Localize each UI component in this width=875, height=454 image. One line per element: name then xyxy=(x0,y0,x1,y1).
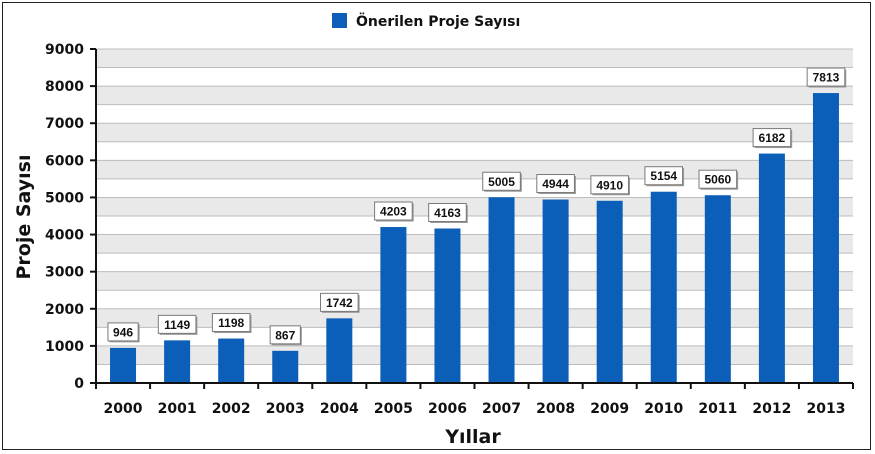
bar xyxy=(542,199,569,383)
data-label: 1198 xyxy=(218,316,244,330)
y-tick-label: 1000 xyxy=(45,339,84,355)
data-label-box xyxy=(590,175,629,195)
bar xyxy=(650,191,677,383)
background-band xyxy=(96,271,853,291)
bar xyxy=(434,228,461,383)
data-label-box xyxy=(482,171,521,191)
data-label-box xyxy=(211,313,251,333)
data-label-box xyxy=(374,201,413,221)
data-labels: 946 1149 1198 867 1742 4203 4163 5005 4944 4910 51… xyxy=(107,67,847,346)
x-tick-labels: 2000 2001 2002 2003 2004 2005 2006 2007 2008 2009… xyxy=(104,401,846,417)
y-axis-title: Proje Sayısı xyxy=(13,154,35,279)
data-label: 946 xyxy=(113,325,133,339)
background-band xyxy=(96,160,853,179)
y-tick-label: 3000 xyxy=(45,265,84,281)
y-tick-label: 0 xyxy=(74,376,84,392)
bars xyxy=(110,93,839,383)
x-tick-label: 2006 xyxy=(428,401,467,417)
bar xyxy=(812,93,839,383)
bar xyxy=(272,350,299,383)
y-tick-label: 6000 xyxy=(45,153,84,169)
y-tick-labels: 0 1000 2000 3000 4000 5000 6000 7000 8000 9000 xyxy=(45,42,84,392)
x-tick-label: 2005 xyxy=(374,401,413,417)
background-band xyxy=(96,197,853,216)
y-tick-label: 2000 xyxy=(45,302,84,318)
x-tick-label: 2013 xyxy=(806,401,845,417)
bar xyxy=(326,318,353,383)
bar xyxy=(110,347,137,383)
bar xyxy=(758,153,785,383)
background-band xyxy=(96,345,853,365)
y-tick-label: 5000 xyxy=(45,190,84,206)
x-tick-label: 2008 xyxy=(536,401,575,417)
x-tick-label: 2002 xyxy=(212,401,251,417)
x-tick-label: 2001 xyxy=(158,401,197,417)
x-axis-title: Yıllar xyxy=(444,426,501,448)
data-label-box xyxy=(428,203,467,223)
legend-label: Önerilen Proje Sayısı xyxy=(356,12,520,30)
background-band xyxy=(96,308,853,328)
x-tick-label: 2007 xyxy=(482,401,521,417)
x-tick-label: 2003 xyxy=(266,401,305,417)
data-label-box xyxy=(752,128,792,148)
data-label-box xyxy=(806,67,846,87)
axes xyxy=(90,48,854,389)
data-label: 867 xyxy=(275,328,295,342)
data-label-box xyxy=(107,322,139,342)
y-tick-label: 9000 xyxy=(45,42,84,58)
legend: Önerilen Proje Sayısı xyxy=(332,12,520,30)
data-label: 4910 xyxy=(596,178,623,192)
data-label: 7813 xyxy=(813,71,840,85)
y-tick-label: 7000 xyxy=(45,116,84,132)
data-label-box xyxy=(269,325,301,345)
background-band xyxy=(96,49,853,68)
data-label-box xyxy=(157,314,197,334)
background-band xyxy=(96,123,853,142)
y-tick-label: 8000 xyxy=(45,79,84,95)
data-label: 4163 xyxy=(434,206,461,220)
bar xyxy=(164,340,191,383)
x-tick-label: 2000 xyxy=(104,401,143,417)
bar xyxy=(596,200,623,383)
x-tick-label: 2004 xyxy=(320,401,359,417)
data-label: 4203 xyxy=(380,205,407,219)
legend-swatch xyxy=(332,13,347,28)
data-label: 6182 xyxy=(759,131,786,145)
x-tick-label: 2011 xyxy=(698,401,737,417)
data-label: 1149 xyxy=(164,318,190,332)
bar xyxy=(218,338,245,383)
x-tick-label: 2009 xyxy=(590,401,629,417)
bar xyxy=(380,227,407,383)
data-label-box xyxy=(536,174,575,194)
data-label-box xyxy=(698,169,738,189)
data-label: 5154 xyxy=(650,169,677,183)
background-band xyxy=(96,86,853,105)
x-tick-label: 2012 xyxy=(752,401,791,417)
bar xyxy=(704,195,731,383)
data-label: 5060 xyxy=(704,173,731,187)
y-tick-label: 4000 xyxy=(45,228,84,244)
data-label: 5005 xyxy=(488,175,515,189)
data-label: 4944 xyxy=(542,177,569,191)
bar xyxy=(488,197,515,383)
data-label: 1742 xyxy=(326,296,353,310)
data-label-box xyxy=(320,292,359,312)
x-tick-label: 2010 xyxy=(644,401,683,417)
data-label-box xyxy=(644,166,684,186)
plot-background-bands xyxy=(96,49,853,365)
background-band xyxy=(96,234,853,254)
